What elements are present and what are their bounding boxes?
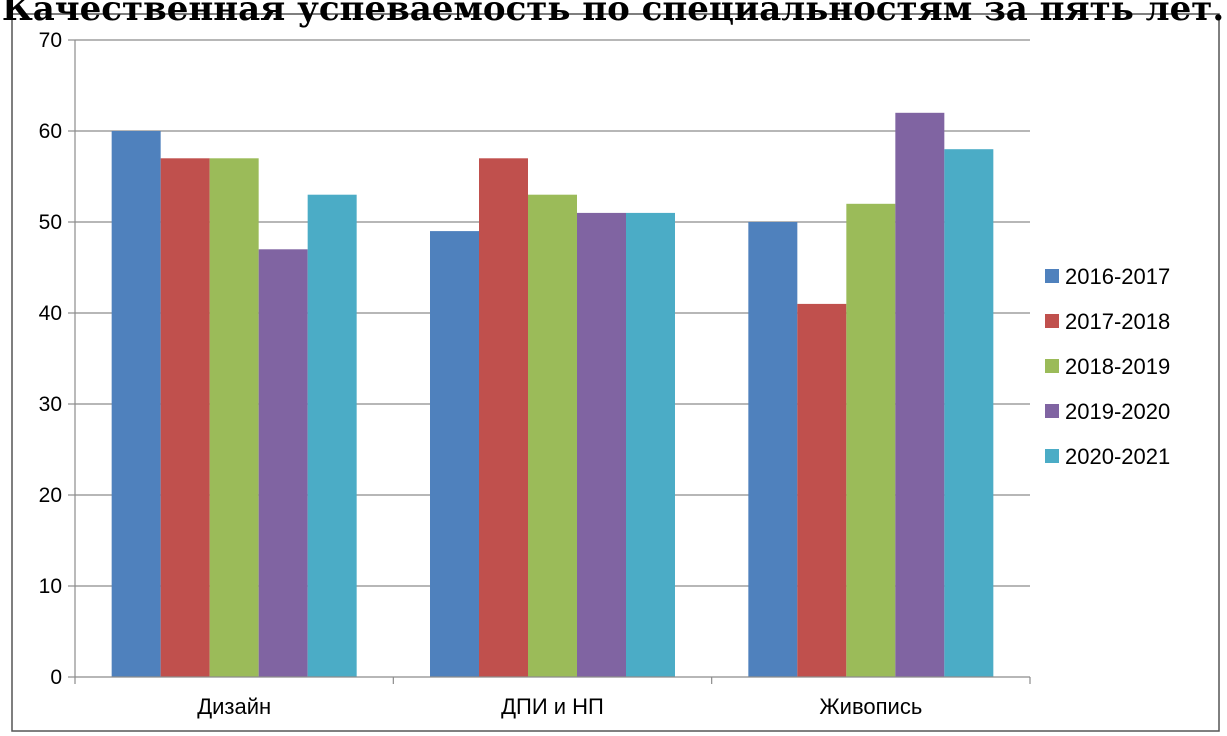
x-category-label: Дизайн bbox=[197, 694, 271, 719]
bars bbox=[111, 112, 994, 678]
axes bbox=[68, 39, 1031, 684]
bar-2019-2020-Дизайн bbox=[258, 249, 308, 678]
x-category-label: ДПИ и НП bbox=[501, 694, 604, 719]
legend-swatch bbox=[1045, 404, 1059, 418]
chart-title: Качественная успеваемость по специальнос… bbox=[2, 0, 1224, 29]
bar-2016-2017-ДПИ и НП bbox=[430, 231, 479, 677]
y-tick-label: 50 bbox=[39, 211, 62, 234]
bar-2018-2019-Живопись bbox=[846, 203, 896, 678]
bar-2016-2017-Живопись bbox=[748, 222, 798, 677]
bar-2016-2017-Дизайн bbox=[111, 131, 161, 677]
legend-label: 2018-2019 bbox=[1065, 354, 1170, 379]
legend-label: 2016-2017 bbox=[1065, 264, 1170, 289]
bar-2020-2021-Дизайн bbox=[307, 194, 357, 677]
legend-swatch bbox=[1045, 359, 1059, 373]
bar-2020-2021-ДПИ и НП bbox=[626, 212, 675, 677]
bar-2020-2021-Живопись bbox=[944, 149, 994, 677]
y-tick-label: 10 bbox=[39, 575, 62, 598]
y-tick-label: 70 bbox=[39, 29, 62, 52]
bar-2018-2019-ДПИ и НП bbox=[528, 194, 577, 677]
legend-swatch bbox=[1045, 449, 1059, 463]
y-tick-label: 0 bbox=[50, 666, 62, 689]
y-tick-label: 30 bbox=[39, 393, 62, 416]
y-tick-label: 60 bbox=[39, 120, 62, 143]
legend-label: 2020-2021 bbox=[1065, 444, 1170, 469]
bar-2019-2020-Живопись bbox=[895, 112, 945, 678]
bar-2017-2018-Живопись bbox=[797, 303, 847, 677]
bar-2017-2018-ДПИ и НП bbox=[479, 158, 528, 678]
legend-label: 2019-2020 bbox=[1065, 399, 1170, 424]
y-tick-label: 20 bbox=[39, 484, 62, 507]
x-category-label: Живопись bbox=[819, 694, 922, 719]
legend-label: 2017-2018 bbox=[1065, 309, 1170, 334]
legend-swatch bbox=[1045, 314, 1059, 328]
legend-swatch bbox=[1045, 269, 1059, 283]
legend: 2016-2017 2017-2018 2018-2019 2019-2020 2020… bbox=[1045, 264, 1170, 469]
bar-2018-2019-Дизайн bbox=[209, 158, 259, 678]
bar-2019-2020-ДПИ и НП bbox=[577, 212, 626, 677]
x-category-labels: Дизайн ДПИ и НП Живопись bbox=[197, 694, 922, 719]
y-tick-label: 40 bbox=[39, 302, 62, 325]
y-tick-labels: 0 10 20 30 40 50 60 70 bbox=[39, 29, 62, 689]
bar-2017-2018-Дизайн bbox=[160, 158, 210, 678]
